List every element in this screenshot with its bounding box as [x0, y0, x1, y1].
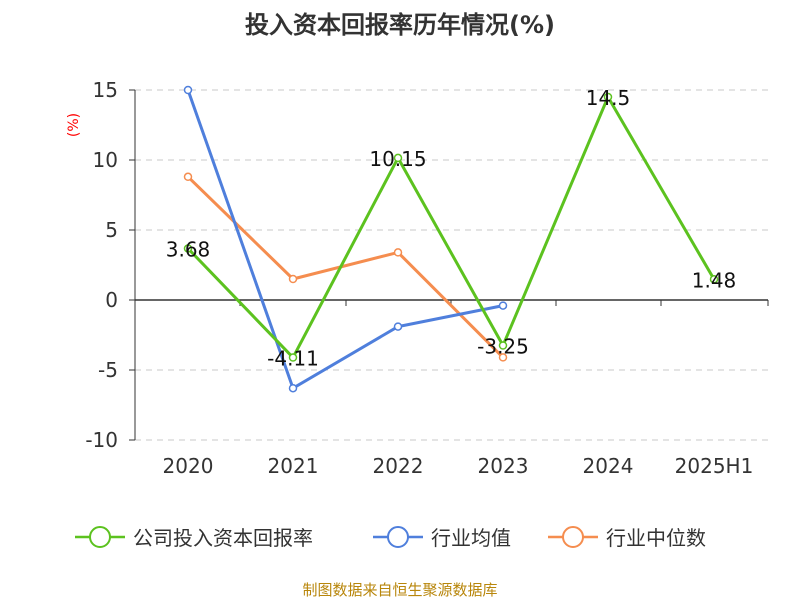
data-point [498, 341, 508, 350]
axes: 15 10 5 0 -5 -10 (%) 2020 2021 2022 2023 2024 2025H1 [66, 78, 769, 478]
chart-title: 投入资本回报率历年情况(%) [245, 11, 555, 39]
y-tick-label: 5 [105, 218, 118, 242]
data-point [498, 301, 508, 310]
data-labels: 3.68 -4.11 10.15 -3.25 14.5 1.48 [166, 86, 737, 371]
x-tick-label: 2020 [163, 454, 214, 478]
series-line [186, 95, 716, 360]
series-layer [183, 85, 719, 393]
data-point [709, 275, 719, 284]
x-tick-label: 2021 [268, 454, 319, 478]
data-point [288, 383, 298, 393]
y-tick-label: -5 [98, 358, 118, 382]
data-label: 3.68 [166, 237, 211, 261]
series-line [186, 89, 504, 390]
y-tick-label: 15 [93, 78, 118, 102]
data-label: 14.5 [586, 86, 631, 110]
legend: 公司投入资本回报率 行业均值 行业中位数 [75, 526, 706, 550]
grid-lines [135, 89, 768, 441]
data-label: -4.11 [267, 347, 319, 371]
x-tick-label: 2022 [373, 454, 424, 478]
y-tick-label: -10 [85, 428, 118, 452]
data-point [288, 274, 298, 284]
data-point [498, 353, 508, 362]
y-tick-label: 0 [105, 288, 118, 312]
legend-label: 行业均值 [431, 526, 511, 550]
legend-marker [89, 526, 111, 548]
y-axis-unit-label: (%) [66, 113, 82, 137]
legend-marker [562, 526, 584, 548]
data-point [288, 353, 298, 362]
data-label: -3.25 [477, 335, 529, 359]
source-note: 制图数据来自恒生聚源数据库 [302, 581, 497, 599]
data-point [183, 172, 193, 182]
data-point [183, 85, 193, 95]
data-label: 1.48 [692, 268, 737, 292]
series-line [186, 175, 505, 359]
y-tick-label: 10 [93, 148, 118, 172]
data-point [393, 153, 403, 163]
data-point [603, 92, 613, 102]
data-label: 10.15 [369, 147, 426, 171]
x-tick-label: 2025H1 [675, 454, 754, 478]
legend-marker [387, 526, 409, 548]
legend-label: 行业中位数 [606, 526, 706, 550]
x-tick-label: 2024 [583, 454, 634, 478]
data-point [393, 248, 403, 257]
x-tick-label: 2023 [478, 454, 529, 478]
data-point [393, 322, 403, 331]
legend-label: 公司投入资本回报率 [133, 526, 313, 550]
data-point [183, 244, 193, 253]
